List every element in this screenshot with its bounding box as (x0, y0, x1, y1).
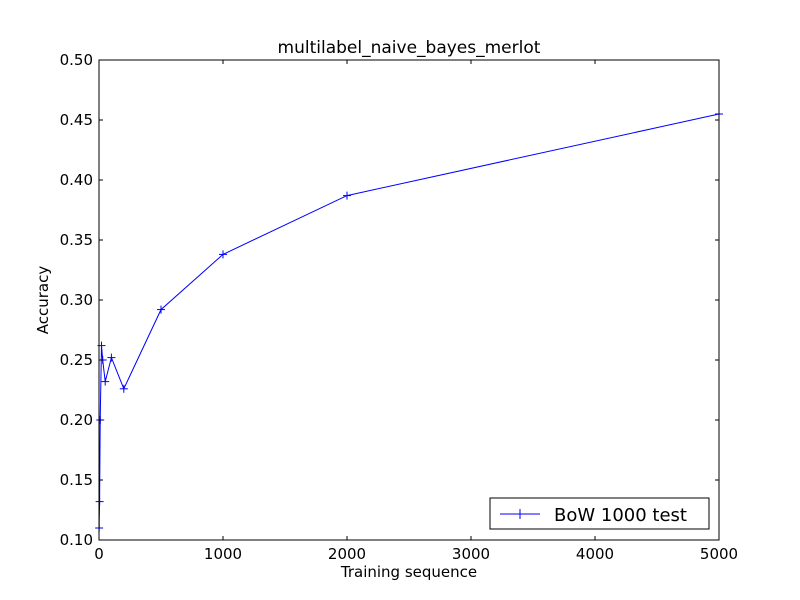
x-tick-label: 3000 (452, 545, 490, 563)
x-tick-label: 4000 (576, 545, 614, 563)
y-tick-label: 0.20 (60, 411, 93, 429)
y-tick-label: 0.10 (60, 531, 93, 549)
data-point (219, 250, 227, 259)
x-tick-label: 1000 (204, 545, 242, 563)
y-tick-label: 0.25 (60, 351, 93, 369)
x-tick-label: 5000 (700, 545, 738, 563)
series-line (98, 113, 720, 529)
x-ticks: 0 1000 2000 3000 4000 5000 (94, 60, 738, 563)
x-tick-label: 2000 (328, 545, 366, 563)
legend: BoW 1000 test (489, 497, 710, 530)
x-tick-label: 0 (94, 545, 104, 563)
y-tick-label: 0.50 (60, 51, 93, 69)
y-tick-label: 0.35 (60, 231, 93, 249)
data-point (119, 384, 128, 393)
y-axis-label: Accuracy (34, 266, 52, 335)
y-tick-label: 0.30 (60, 291, 93, 309)
y-tick-label: 0.15 (60, 471, 93, 489)
data-point (101, 377, 110, 386)
legend-entry-label: BoW 1000 test (554, 505, 687, 526)
chart-title: multilabel_naive_bayes_merlot (278, 38, 541, 58)
x-axis-label: Training sequence (340, 563, 477, 581)
data-point (343, 191, 351, 200)
y-tick-label: 0.40 (60, 171, 93, 189)
data-point (107, 353, 116, 362)
data-point (95, 497, 104, 506)
y-ticks: 0.10 0.15 0.20 0.25 0.30 0.35 0.40 0.45 0.50 (60, 51, 719, 549)
y-tick-label: 0.45 (60, 111, 93, 129)
data-point (157, 305, 165, 314)
